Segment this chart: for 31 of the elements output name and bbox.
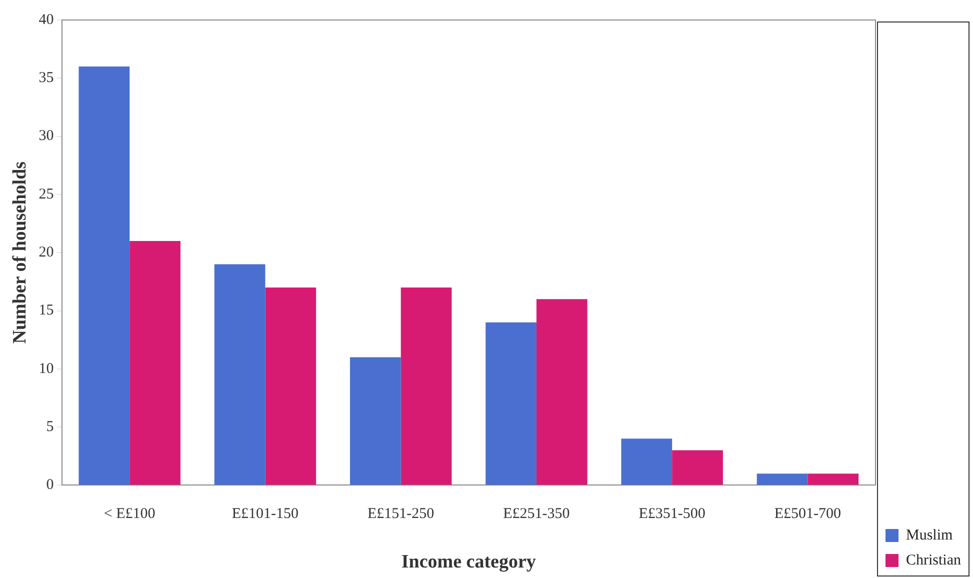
bar — [130, 240, 180, 485]
x-tick-label: E£101-150 — [232, 506, 299, 522]
y-tick-label: 10 — [38, 360, 54, 377]
y-tick-label: 40 — [38, 12, 54, 28]
x-tick-label: E£251-350 — [503, 506, 570, 522]
y-tick-label: 0 — [46, 477, 54, 494]
y-axis-title: Number of households — [9, 161, 30, 344]
bar — [621, 438, 672, 485]
x-tick-label: E£351-500 — [638, 506, 706, 522]
bar — [486, 322, 536, 485]
legend-label: Muslim — [906, 527, 954, 544]
y-tick-label: 25 — [38, 186, 54, 202]
bar — [214, 264, 266, 485]
legend-label: Christian — [906, 552, 962, 568]
y-tick-label: 20 — [38, 244, 54, 261]
x-tick-label: < E£100 — [104, 506, 156, 522]
bar — [808, 474, 859, 485]
x-axis-title: Income category — [401, 552, 536, 573]
y-tick-label: 30 — [38, 128, 54, 144]
bar — [350, 357, 401, 485]
bar — [78, 66, 130, 485]
bar — [756, 474, 808, 485]
y-tick-label: 15 — [38, 302, 54, 319]
y-tick-label: 5 — [46, 418, 54, 435]
bar — [672, 450, 723, 485]
bar — [400, 287, 452, 485]
x-tick-label: E£501-700 — [774, 506, 842, 522]
x-tick-label: E£151-250 — [368, 506, 434, 522]
bar — [265, 287, 316, 485]
bar — [536, 299, 588, 485]
y-tick-label: 35 — [38, 70, 54, 86]
